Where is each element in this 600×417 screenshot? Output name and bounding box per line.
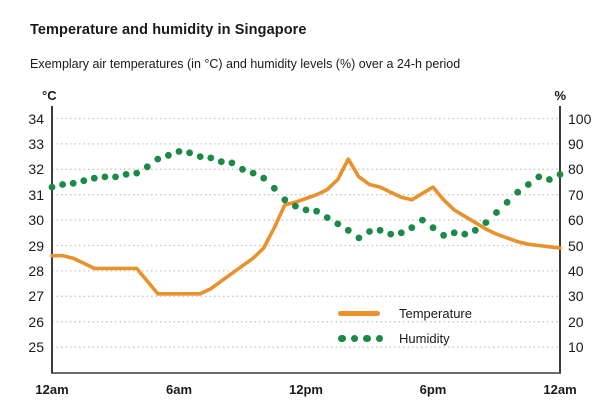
humidity-dot (387, 230, 395, 238)
humidity-dot (69, 179, 77, 187)
humidity-dot (344, 226, 352, 234)
humidity-dot (165, 151, 172, 159)
humidity-dot (112, 173, 119, 181)
humidity-dot (408, 224, 416, 232)
y-left-tick-label: 34 (28, 110, 44, 127)
x-tick-label: 12pm (289, 382, 323, 397)
humidity-dot (80, 177, 88, 185)
y-left-tick-label: 31 (28, 186, 44, 203)
y-right-tick-label: 50 (568, 237, 584, 254)
y-right-tick-label: 100 (568, 110, 592, 127)
humidity-dot (101, 173, 109, 181)
chart-subtitle: Exemplary air temperatures (in °C) and h… (30, 57, 461, 71)
humidity-dot (228, 159, 236, 167)
humidity-dot (429, 224, 437, 232)
legend-humidity-dot-icon (338, 334, 346, 343)
y-left-tick-label: 25 (28, 339, 44, 356)
humidity-dot (355, 234, 363, 242)
humidity-dot (440, 231, 447, 239)
humidity-dot (334, 220, 342, 228)
humidity-dot (376, 226, 384, 234)
temperature-line-swatch-icon (338, 311, 384, 316)
legend-humidity-dot-icon (350, 334, 358, 343)
humidity-dots-swatch-icon (338, 334, 384, 343)
humidity-dot (503, 198, 511, 206)
humidity-dot (186, 149, 194, 157)
y-left-tick-label: 33 (28, 135, 44, 152)
humidity-dot (281, 196, 289, 204)
y-axis-left-unit-label: °C (42, 88, 57, 103)
y-left-tick-label: 28 (28, 262, 44, 279)
y-right-tick-label: 90 (568, 135, 584, 152)
y-left-tick-label: 26 (28, 313, 44, 330)
humidity-dot (482, 219, 490, 227)
x-tick-label: 12am (543, 382, 577, 397)
legend-humidity-dot-icon (375, 334, 383, 343)
chart-title: Temperature and humidity in Singapore (30, 22, 307, 38)
humidity-dot (302, 206, 310, 214)
y-axis-right-unit-label: % (554, 88, 566, 103)
humidity-dot (514, 188, 522, 196)
humidity-dot (461, 230, 469, 238)
humidity-dot (207, 154, 215, 162)
x-tick-label: 12am (35, 382, 69, 397)
y-right-tick-label: 80 (568, 161, 584, 178)
humidity-dot (535, 173, 543, 181)
y-right-tick-label: 30 (568, 288, 584, 305)
y-right-tick-label: 20 (568, 313, 584, 330)
humidity-dot (471, 226, 479, 234)
humidity-dot (122, 171, 130, 178)
humidity-dot (366, 228, 373, 235)
temperature-line (50, 157, 562, 296)
humidity-dot (397, 229, 405, 237)
humidity-dot (556, 171, 564, 178)
humidity-dot (133, 169, 141, 177)
y-right-tick-label: 40 (568, 262, 584, 279)
legend-label-humidity: Humidity (399, 331, 450, 346)
humidity-dot (450, 229, 458, 237)
y-left-tick-label: 27 (28, 288, 44, 305)
legend-humidity-dot-icon (363, 334, 371, 343)
humidity-dot (249, 169, 257, 177)
humidity-dot (260, 174, 268, 182)
humidity-dot (419, 216, 426, 224)
humidity-dot (239, 165, 246, 173)
humidity-dot (48, 183, 56, 191)
legend: Temperature Humidity (338, 301, 472, 351)
y-right-tick-label: 70 (568, 186, 584, 203)
humidity-dot (143, 163, 151, 171)
humidity-dot (154, 155, 162, 163)
humidity-dot (175, 148, 183, 155)
legend-item-humidity: Humidity (338, 326, 472, 351)
humidity-dot (313, 207, 320, 215)
humidity-dot (270, 184, 278, 192)
humidity-dot (493, 209, 500, 216)
x-tick-label: 6pm (419, 382, 447, 397)
legend-label-temperature: Temperature (399, 306, 472, 321)
humidity-dot (546, 176, 553, 183)
legend-item-temperature: Temperature (338, 301, 472, 326)
humidity-dot (217, 158, 225, 166)
y-left-tick-label: 30 (28, 212, 44, 229)
y-right-tick-label: 60 (568, 212, 584, 229)
y-left-tick-label: 32 (28, 161, 44, 178)
humidity-dot (59, 181, 66, 188)
y-left-tick-label: 29 (28, 237, 44, 254)
humidity-dot (196, 153, 204, 161)
humidity-dot (292, 202, 299, 210)
humidity-dot (90, 174, 98, 182)
humidity-dot (524, 181, 532, 188)
humidity-dot (323, 214, 331, 222)
x-tick-label: 6am (165, 382, 193, 397)
y-right-tick-label: 10 (568, 339, 584, 356)
